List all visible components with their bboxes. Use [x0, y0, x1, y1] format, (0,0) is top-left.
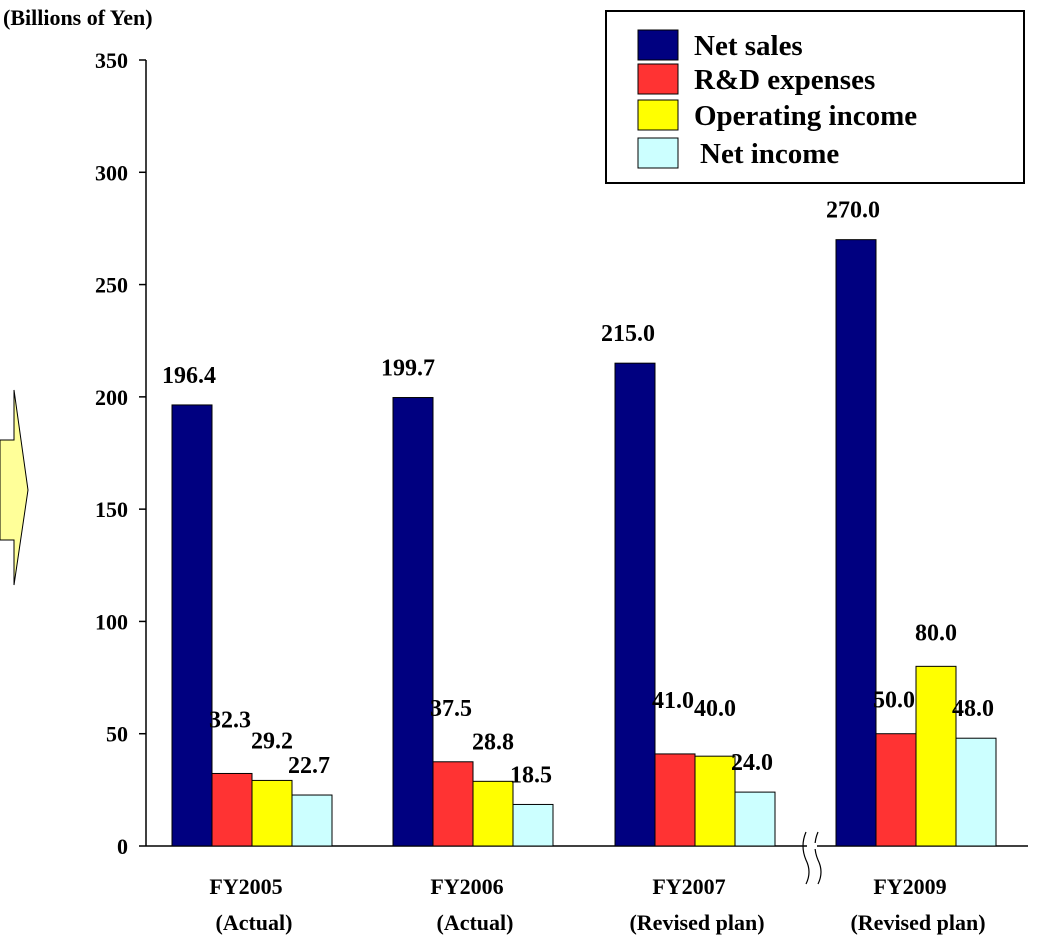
bar [734, 791, 776, 847]
x-tick-label: FY2006 [430, 874, 503, 899]
bar [171, 404, 213, 847]
data-label: 215.0 [601, 321, 655, 347]
data-label: 40.0 [694, 696, 736, 722]
x-tick-label: FY2007 [652, 874, 725, 899]
data-label: 199.7 [381, 356, 435, 382]
bar [614, 362, 656, 847]
arrow-shape [0, 389, 29, 586]
bar [654, 753, 696, 847]
bars [171, 239, 997, 847]
data-label: 196.4 [162, 363, 216, 389]
bar [694, 755, 736, 847]
data-label: 29.2 [251, 728, 293, 754]
legend-swatch [637, 99, 679, 131]
x-tick-sublabel: (Actual) [437, 910, 514, 935]
y-tick-label: 50 [106, 722, 128, 747]
legend-label: Net income [700, 138, 839, 170]
bar [915, 665, 957, 847]
axis-break-gap [807, 843, 817, 849]
bar [472, 780, 514, 847]
y-tick-label: 0 [117, 834, 128, 859]
data-label: 32.3 [209, 707, 251, 733]
bar [835, 239, 877, 847]
y-tick-label: 300 [95, 160, 128, 185]
data-label: 37.5 [430, 696, 472, 722]
bar [392, 397, 434, 847]
y-tick-label: 200 [95, 385, 128, 410]
y-tick-label: 350 [95, 48, 128, 73]
bar [875, 733, 917, 847]
legend-swatch [637, 29, 679, 61]
y-ticks: 0 50 100 150 200 250 300 350 [95, 48, 146, 859]
bar [955, 737, 997, 847]
legend-label: Operating income [694, 100, 917, 132]
data-labels: 196.4 32.329.222.7 199.7 37.528.8 18.5 215.0 4… [162, 198, 994, 789]
bar [211, 772, 253, 847]
x-tick-label: FY2005 [209, 874, 282, 899]
chart-decoration [0, 389, 29, 586]
data-label: 48.0 [952, 696, 994, 722]
data-label: 18.5 [510, 762, 552, 788]
axis-break-mark [802, 831, 810, 885]
x-tick-sublabel: (Revised plan) [850, 910, 985, 935]
x-tick-label: FY2009 [873, 874, 946, 899]
y-tick-label: 250 [95, 273, 128, 298]
legend-label: Net sales [694, 30, 803, 62]
data-label: 22.7 [288, 753, 330, 779]
data-label: 28.8 [472, 729, 514, 755]
data-label: 270.0 [826, 198, 880, 224]
data-label: 24.0 [731, 750, 773, 776]
x-tick-sublabel: (Revised plan) [629, 910, 764, 935]
y-tick-label: 100 [95, 609, 128, 634]
x-tick-labels: FY2005 (Actual) FY2006 (Actual) FY2007 (Revis… [209, 874, 985, 935]
legend-swatch [637, 137, 679, 169]
data-label: 41.0 [652, 688, 694, 714]
bar [512, 803, 554, 847]
y-tick-label: 150 [95, 497, 128, 522]
data-label: 50.0 [873, 688, 915, 714]
bar [432, 761, 474, 847]
data-label: 80.0 [915, 620, 957, 646]
legend-label: R&D expenses [694, 64, 875, 96]
bar [251, 779, 293, 847]
bar [291, 794, 333, 847]
axis-break-mark [814, 831, 822, 885]
y-axis-label: (Billions of Yen) [3, 5, 153, 30]
legend-swatch [637, 63, 679, 95]
x-tick-sublabel: (Actual) [216, 910, 293, 935]
